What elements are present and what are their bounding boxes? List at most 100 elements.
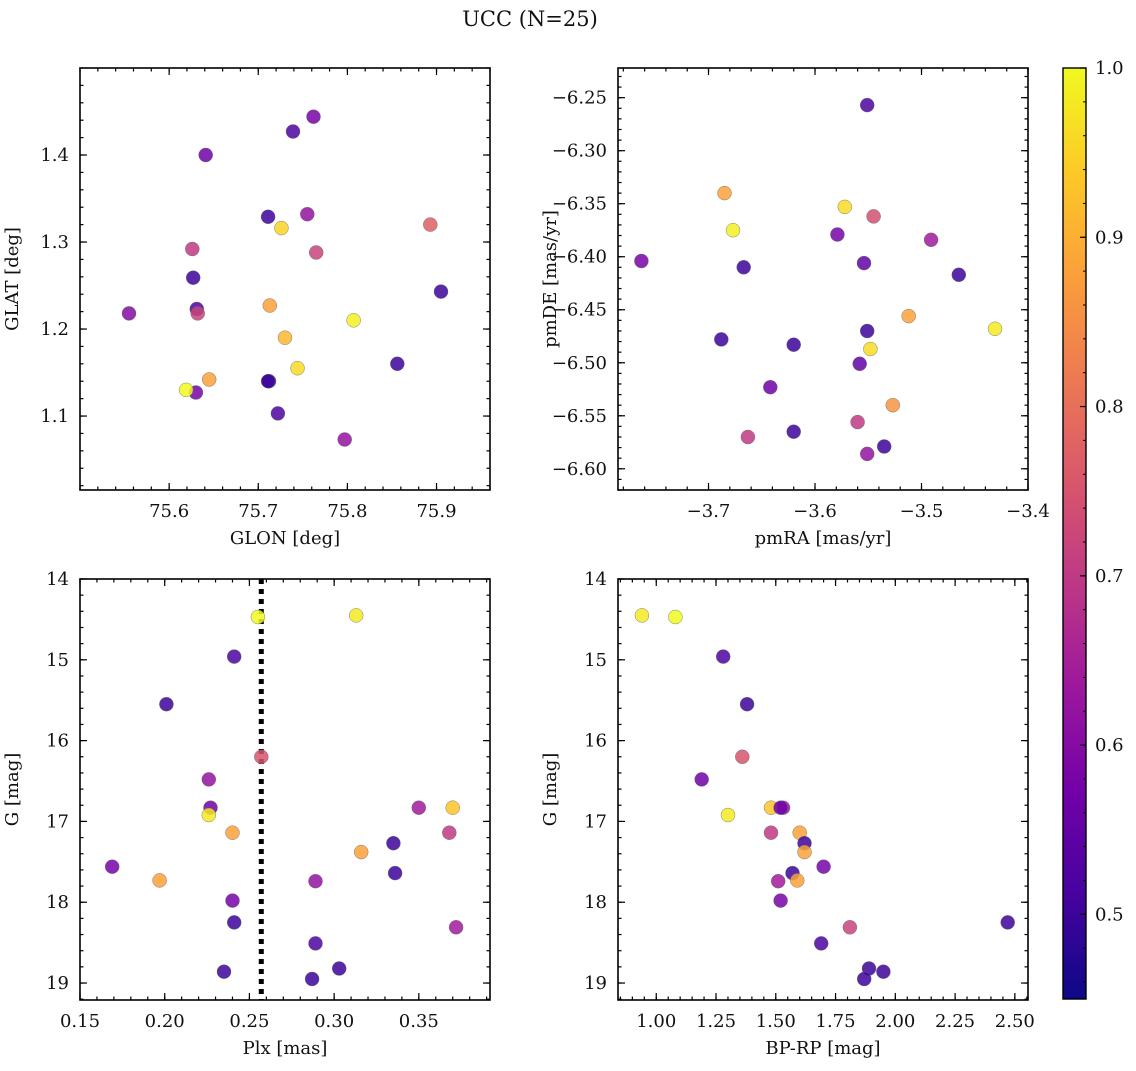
points bbox=[634, 608, 1015, 987]
data-point bbox=[856, 255, 872, 271]
x-tick-label: 1.50 bbox=[756, 1011, 796, 1032]
data-point bbox=[790, 873, 805, 888]
y-tick-label: 1.2 bbox=[40, 319, 69, 340]
x-tick-label: 2.25 bbox=[935, 1011, 975, 1032]
data-point bbox=[216, 964, 232, 979]
data-point bbox=[104, 859, 120, 874]
panel-plx-g: 0.15 0.20 0.25 0.30 0.35 14 15 16 17 18 19 Plx [mas… bbox=[2, 569, 491, 1059]
data-point bbox=[442, 825, 457, 840]
data-point bbox=[349, 608, 364, 623]
data-point bbox=[226, 649, 242, 664]
data-point bbox=[225, 825, 240, 840]
data-point bbox=[860, 323, 875, 339]
data-point bbox=[857, 971, 872, 987]
x-tick-label: 75.7 bbox=[238, 501, 278, 522]
colorbar-tick-label: 0.5 bbox=[1095, 904, 1124, 925]
data-point bbox=[860, 97, 875, 113]
x-tick-label: 0.15 bbox=[60, 1011, 100, 1032]
data-point bbox=[773, 800, 788, 815]
y-tick-label: 18 bbox=[46, 892, 69, 913]
y-tick-label: 1.3 bbox=[40, 232, 69, 253]
data-point bbox=[634, 608, 650, 623]
data-point bbox=[866, 209, 881, 224]
y-tick-label: 19 bbox=[584, 973, 607, 994]
data-point bbox=[178, 382, 194, 398]
data-point bbox=[714, 332, 729, 347]
data-point bbox=[852, 356, 867, 371]
data-point bbox=[254, 749, 269, 764]
y-tick-label: −6.25 bbox=[552, 88, 607, 109]
x-tick-label: 1.75 bbox=[816, 1011, 856, 1032]
y-tick-label: −6.50 bbox=[552, 353, 607, 374]
y-tick-label: 19 bbox=[46, 973, 69, 994]
y-tick-label: 1.4 bbox=[40, 145, 69, 166]
data-point bbox=[354, 844, 369, 860]
colorbar-tick-label: 0.8 bbox=[1095, 397, 1124, 418]
panel-bprp-g: 1.00 1.25 1.50 1.75 2.00 2.25 2.50 14 15 16 17 18 19… bbox=[540, 569, 1035, 1059]
x-axis-label: Plx [mas] bbox=[243, 1038, 328, 1059]
data-point bbox=[740, 429, 756, 445]
data-point bbox=[771, 874, 786, 889]
data-point bbox=[634, 253, 649, 269]
x-tick-label: 75.9 bbox=[416, 501, 456, 522]
y-tick-label: 16 bbox=[46, 731, 69, 752]
y-tick-label: 1.1 bbox=[40, 406, 69, 427]
data-point bbox=[185, 241, 200, 257]
data-point bbox=[423, 217, 438, 232]
data-point bbox=[304, 971, 320, 987]
y-axis-label: pmDE [mas/yr] bbox=[540, 210, 561, 348]
data-point bbox=[260, 374, 276, 389]
data-point bbox=[837, 199, 852, 215]
data-point bbox=[863, 341, 878, 357]
y-tick-label: 15 bbox=[584, 650, 607, 671]
x-tick-label: 75.8 bbox=[327, 501, 367, 522]
colorbar-tick-label: 0.7 bbox=[1095, 566, 1124, 587]
x-tick-label: 1.00 bbox=[636, 1011, 676, 1032]
data-point bbox=[876, 964, 891, 979]
y-tick-label: 17 bbox=[584, 811, 607, 832]
data-point bbox=[274, 220, 289, 236]
y-tick-label: 16 bbox=[584, 731, 607, 752]
x-tick-label: 2.50 bbox=[995, 1011, 1035, 1032]
y-tick-label: −6.35 bbox=[552, 194, 607, 215]
points bbox=[634, 97, 1003, 462]
data-point bbox=[736, 260, 751, 275]
y-axis-label: G [mag] bbox=[2, 753, 23, 826]
data-point bbox=[717, 185, 732, 201]
data-point bbox=[308, 874, 323, 889]
y-tick-label: −6.55 bbox=[552, 406, 607, 427]
data-point bbox=[735, 749, 750, 764]
x-tick-label: 0.35 bbox=[399, 1011, 439, 1032]
data-point bbox=[923, 232, 939, 248]
data-point bbox=[190, 306, 205, 321]
data-point bbox=[445, 800, 460, 815]
y-tick-label: 14 bbox=[584, 569, 607, 590]
data-point bbox=[720, 807, 736, 823]
data-point bbox=[308, 936, 323, 951]
data-point bbox=[1000, 915, 1015, 930]
y-tick-label: −6.40 bbox=[552, 247, 607, 268]
data-point bbox=[773, 893, 788, 908]
data-point bbox=[277, 330, 293, 345]
x-tick-label: −3.5 bbox=[900, 501, 944, 522]
colorbar-gradient bbox=[1062, 67, 1087, 1000]
data-point bbox=[901, 308, 916, 324]
data-point bbox=[448, 920, 464, 935]
y-tick-label: 14 bbox=[46, 569, 69, 590]
x-tick-label: −3.7 bbox=[687, 501, 731, 522]
points bbox=[121, 109, 449, 447]
data-point bbox=[763, 825, 779, 840]
plot-frame bbox=[79, 67, 491, 491]
x-axis-label: pmRA [mas/yr] bbox=[755, 528, 892, 549]
data-point bbox=[201, 807, 217, 823]
data-point bbox=[332, 961, 347, 976]
x-tick-label: −3.6 bbox=[793, 501, 837, 522]
data-point bbox=[390, 356, 405, 371]
data-point bbox=[159, 697, 174, 712]
y-axis-label: GLAT [deg] bbox=[2, 227, 23, 331]
plot-frame bbox=[79, 578, 491, 1001]
data-point bbox=[716, 649, 731, 664]
points bbox=[104, 608, 464, 987]
data-point bbox=[797, 844, 812, 860]
data-point bbox=[290, 361, 305, 376]
